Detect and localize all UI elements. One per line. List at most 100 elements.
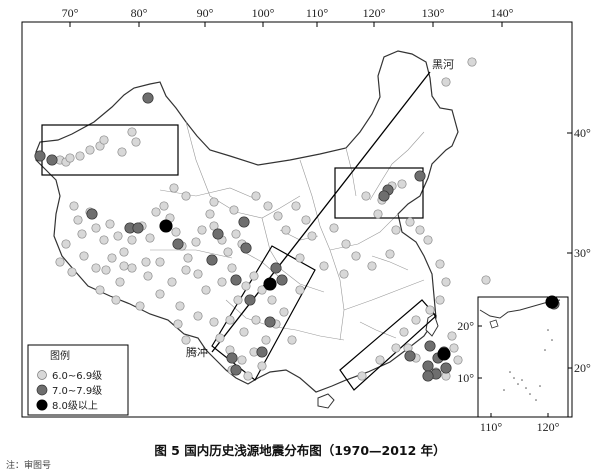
inset-lon-tick-110: 110° — [480, 420, 503, 434]
earthquake-marker — [241, 281, 251, 291]
earthquake-marker — [251, 315, 261, 325]
earthquake-marker — [77, 229, 87, 239]
quakes-magnitude-8 — [159, 219, 559, 361]
earthquake-marker — [361, 191, 371, 201]
lon-tick-70: 70° — [62, 6, 79, 20]
earthquake-marker — [240, 242, 252, 254]
earthquake-marker — [329, 223, 339, 233]
earthquake-marker — [261, 335, 271, 345]
earthquake-marker — [191, 237, 201, 247]
earthquake-marker — [373, 209, 383, 219]
earthquake-marker — [172, 238, 184, 250]
label-heihe: 黑河 — [432, 58, 454, 71]
earthquake-marker — [435, 295, 445, 305]
earthquake-marker — [155, 257, 165, 267]
earthquake-marker — [206, 254, 218, 266]
earthquake-marker — [197, 225, 207, 235]
earthquake-marker — [85, 145, 95, 155]
earthquake-marker — [295, 285, 305, 295]
earthquake-marker — [437, 347, 451, 361]
earthquake-marker — [276, 274, 288, 286]
earthquake-marker — [404, 350, 416, 362]
earthquake-marker — [411, 315, 421, 325]
lat-tick-30: 30° — [574, 246, 591, 260]
earthquake-marker — [151, 207, 161, 217]
earthquake-marker — [447, 331, 457, 341]
inset-lat-tick-20: 20° — [457, 319, 474, 333]
earthquake-marker — [205, 209, 215, 219]
earthquake-marker — [351, 251, 361, 261]
earthquake-marker — [115, 277, 125, 287]
lat-tick-40: 40° — [574, 126, 591, 140]
longitude-tick-marks — [69, 22, 503, 27]
earthquake-marker — [231, 229, 241, 239]
earthquake-marker — [237, 355, 247, 365]
earthquake-marker — [391, 225, 401, 235]
earthquake-marker — [117, 147, 127, 157]
earthquake-marker — [264, 316, 276, 328]
earthquake-marker — [34, 150, 46, 162]
earthquake-marker — [107, 253, 117, 263]
earthquake-marker — [135, 301, 145, 311]
lon-tick-130: 130° — [422, 6, 445, 20]
lon-tick-140: 140° — [491, 6, 514, 20]
earthquake-marker — [545, 295, 559, 309]
earthquake-marker — [209, 317, 219, 327]
earthquake-marker — [171, 227, 181, 237]
earthquake-marker — [227, 263, 237, 273]
earthquake-marker — [105, 219, 115, 229]
earthquake-marker — [65, 153, 75, 163]
inset-lon-tick-120: 120° — [537, 420, 560, 434]
earthquake-marker — [256, 346, 268, 358]
longitude-tick-labels: 70° 80° 90° 100° 110° 120° 130° 140° — [62, 6, 514, 20]
earthquake-marker — [91, 223, 101, 233]
earthquake-marker — [61, 239, 71, 249]
legend-swatch-6 — [37, 370, 47, 380]
earthquake-marker — [159, 201, 169, 211]
south-china-sea-inset — [477, 296, 569, 418]
earthquake-marker — [127, 263, 137, 273]
earthquake-marker — [399, 327, 409, 337]
lon-tick-110: 110° — [306, 6, 329, 20]
label-tengchong: 腾冲 — [186, 345, 208, 359]
earthquake-marker — [467, 57, 477, 67]
earthquake-marker — [101, 265, 111, 275]
earthquake-marker — [239, 327, 249, 337]
earthquake-marker — [263, 277, 277, 291]
earthquake-marker — [233, 295, 243, 305]
earthquake-marker — [145, 233, 155, 243]
earthquake-marker — [424, 340, 436, 352]
earthquake-marker — [127, 235, 137, 245]
earthquake-marker — [257, 285, 267, 295]
earthquake-marker — [397, 179, 407, 189]
earthquake-marker — [295, 253, 305, 263]
legend-title: 图例 — [50, 349, 70, 362]
earthquake-marker — [301, 215, 311, 225]
earthquake-marker — [67, 267, 77, 277]
earthquake-marker — [132, 222, 144, 234]
taiwan-island — [425, 313, 439, 337]
earthquake-marker — [319, 261, 329, 271]
earthquake-marker — [181, 265, 191, 275]
lon-tick-120: 120° — [363, 6, 386, 20]
earthquake-marker — [263, 201, 273, 211]
earthquake-marker — [217, 277, 227, 287]
earthquake-marker — [119, 247, 129, 257]
earthquake-marker — [307, 231, 317, 241]
earthquake-marker — [441, 277, 451, 287]
earthquake-marker — [423, 235, 433, 245]
earthquake-marker — [226, 352, 238, 364]
region-box-southeast-coast — [339, 299, 437, 391]
earthquake-marker — [375, 355, 385, 365]
earthquake-marker — [257, 361, 267, 371]
earthquake-marker — [99, 235, 109, 245]
earthquake-marker — [287, 335, 297, 345]
earthquake-marker — [422, 360, 434, 372]
lon-tick-100: 100° — [252, 6, 275, 20]
earthquake-marker — [183, 253, 193, 263]
earthquake-marker — [244, 294, 256, 306]
legend-swatch-8 — [36, 399, 48, 411]
quakes-magnitude-6 — [55, 57, 491, 381]
lon-tick-90: 90° — [197, 6, 214, 20]
earthquake-marker — [422, 370, 434, 382]
